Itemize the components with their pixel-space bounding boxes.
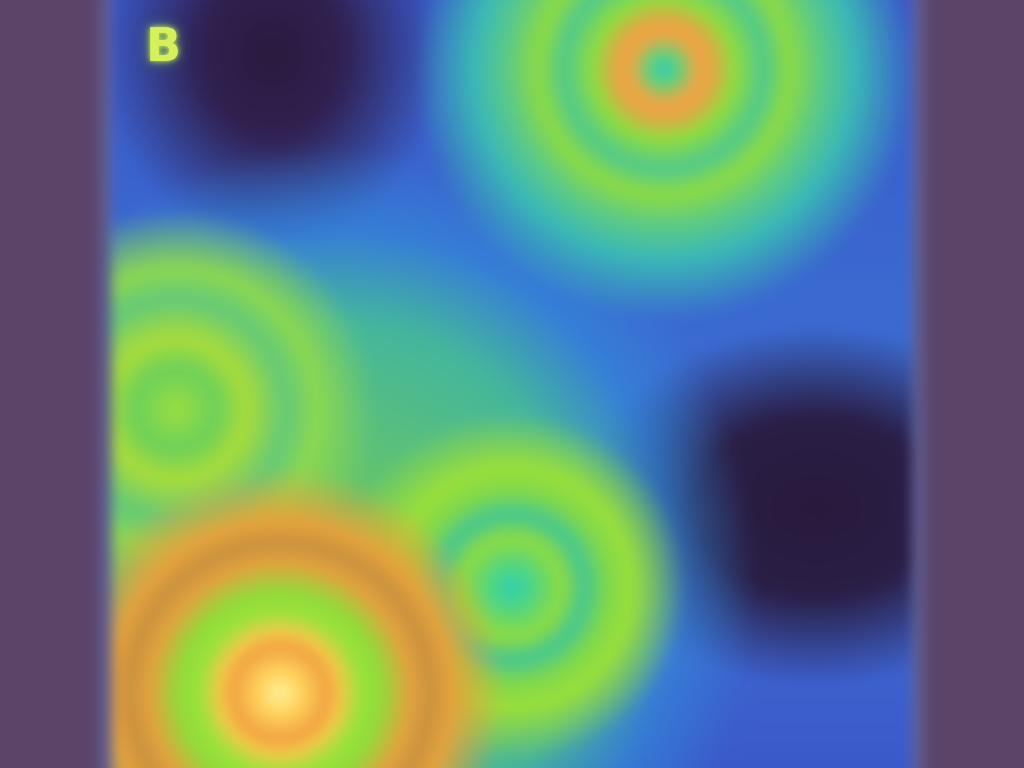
right-margin [904,0,1024,768]
panel-label: B [146,18,182,72]
left-margin [0,0,110,768]
heatmap-panel [112,0,912,768]
